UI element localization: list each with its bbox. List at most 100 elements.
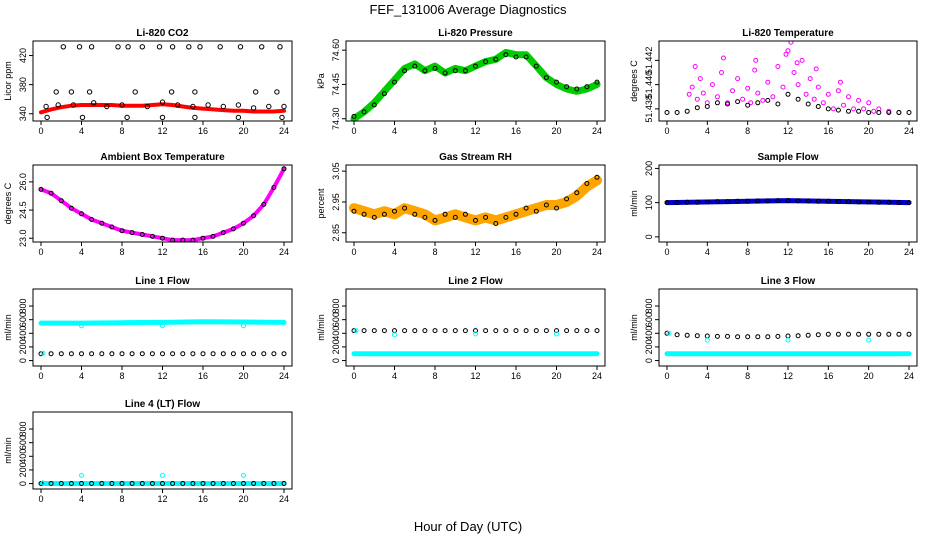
data-point — [402, 205, 408, 211]
data-point — [674, 200, 680, 206]
data-point — [48, 190, 54, 196]
data-point — [664, 330, 670, 336]
data-point — [220, 481, 226, 486]
data-point — [473, 217, 478, 223]
data-point — [483, 328, 489, 334]
panel-1: Li-820 CO2 0 4 8 12 16 20 24 340 380 420 Licor ppm — [3, 28, 293, 136]
data-point — [274, 89, 280, 95]
y-tick-label: 2.95 — [331, 193, 341, 211]
x-tick-label: 20 — [551, 126, 561, 136]
data-point — [704, 104, 710, 109]
data-point — [149, 481, 155, 486]
data-point — [462, 68, 468, 74]
data-point — [755, 90, 761, 96]
x-tick-label: 16 — [511, 247, 521, 257]
x-tick-label: 20 — [238, 371, 248, 381]
data-point — [714, 333, 720, 339]
data-point — [124, 114, 130, 121]
data-point — [432, 217, 438, 223]
y-tick-label: 200 — [18, 339, 28, 354]
data-point — [674, 110, 680, 115]
plot-area — [664, 198, 912, 206]
data-point — [200, 351, 206, 357]
data-point — [422, 328, 428, 334]
data-point — [846, 108, 851, 114]
y-tick-label: 2.85 — [331, 224, 341, 242]
data-point — [775, 333, 781, 339]
data-point — [168, 89, 175, 95]
data-point — [432, 328, 438, 334]
data-point — [462, 328, 468, 334]
data-point — [725, 101, 730, 107]
data-point — [689, 84, 695, 90]
data-point — [412, 211, 418, 217]
y-tick-label: 600 — [18, 312, 28, 327]
data-point — [392, 208, 397, 214]
y-tick-label: 51.440 — [644, 71, 654, 99]
data-point — [811, 96, 817, 102]
data-point — [159, 114, 166, 121]
data-point — [594, 328, 600, 334]
plot-frame — [345, 40, 606, 122]
data-point — [694, 333, 700, 339]
data-point — [251, 213, 257, 219]
data-point — [160, 235, 165, 241]
x-tick-label: 16 — [198, 126, 208, 136]
data-point — [473, 328, 478, 334]
x-tick-label: 12 — [470, 126, 480, 136]
x-tick-label: 0 — [38, 247, 43, 257]
data-point — [48, 481, 54, 486]
x-tick-label: 8 — [745, 371, 750, 381]
data-point — [686, 91, 692, 97]
data-point — [139, 232, 145, 237]
data-point — [230, 481, 236, 486]
data-point — [271, 185, 277, 190]
data-point — [241, 481, 246, 486]
data-point — [543, 75, 549, 81]
data-point — [43, 103, 49, 110]
data-point — [533, 208, 539, 214]
y-tick-label: 74.60 — [331, 39, 341, 62]
plot-area — [38, 166, 287, 242]
data-point — [190, 237, 196, 242]
data-point — [180, 351, 186, 357]
x-tick-label: 20 — [864, 247, 874, 257]
data-point — [412, 63, 418, 69]
y-tick-label: 200 — [18, 462, 28, 477]
x-tick-label: 24 — [279, 247, 289, 257]
data-point — [861, 106, 867, 112]
data-point — [783, 51, 789, 57]
data-point — [666, 330, 672, 336]
data-point — [149, 351, 155, 357]
panel-title: Ambient Box Temperature — [100, 152, 225, 163]
data-point — [503, 328, 509, 334]
data-point — [594, 174, 600, 180]
data-point — [725, 199, 730, 205]
data-point — [493, 56, 499, 62]
data-point — [735, 334, 741, 340]
data-point — [554, 331, 559, 337]
data-point — [584, 181, 590, 186]
y-axis-label: ml/min — [629, 190, 639, 217]
data-point — [785, 91, 791, 97]
data-point — [160, 351, 165, 357]
data-point — [192, 114, 198, 121]
data-point — [237, 44, 244, 50]
data-point — [392, 328, 397, 334]
data-point — [217, 44, 223, 50]
y-tick-label: 600 — [331, 312, 341, 327]
data-point — [442, 328, 448, 334]
x-tick-label: 4 — [79, 126, 84, 136]
data-point — [513, 54, 519, 60]
x-tick-label: 8 — [119, 247, 124, 257]
data-point — [564, 328, 570, 334]
y-axis-label: ml/min — [316, 314, 326, 341]
data-point — [119, 351, 125, 357]
data-point — [88, 44, 95, 50]
data-point — [523, 328, 529, 334]
x-tick-label: 4 — [79, 371, 84, 381]
data-point — [664, 110, 670, 115]
data-point — [856, 97, 862, 103]
